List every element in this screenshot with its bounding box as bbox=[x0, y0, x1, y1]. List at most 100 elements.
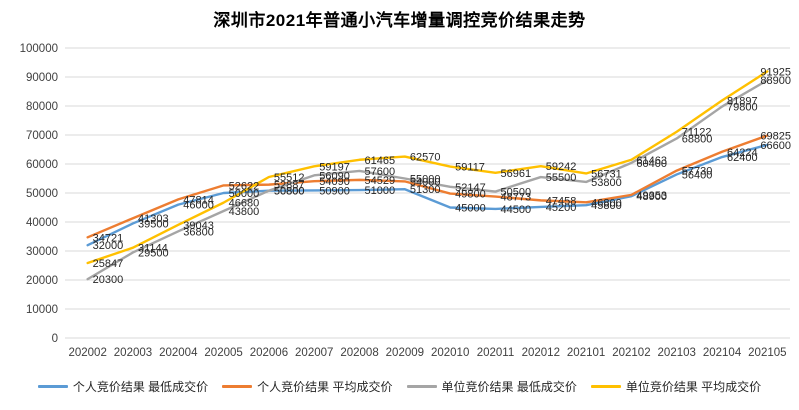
data-label: 54090 bbox=[319, 176, 350, 188]
data-label: 88900 bbox=[760, 75, 791, 87]
data-label: 56400 bbox=[682, 169, 713, 181]
y-axis-tick-label: 20000 bbox=[26, 275, 58, 287]
data-label: 49353 bbox=[636, 190, 667, 202]
x-axis-tick-label: 202102 bbox=[612, 347, 650, 359]
y-axis-tick-label: 10000 bbox=[26, 304, 58, 316]
x-axis-tick-label: 202103 bbox=[658, 347, 696, 359]
data-label: 51000 bbox=[365, 185, 396, 197]
data-label: 51300 bbox=[410, 184, 441, 196]
legend-line-swatch bbox=[406, 385, 437, 388]
y-axis-tick-label: 70000 bbox=[26, 130, 58, 142]
series-line bbox=[86, 134, 769, 239]
series-line bbox=[86, 78, 769, 281]
chart-title: 深圳市2021年普通小汽车增量调控竞价结果走势 bbox=[213, 11, 586, 30]
data-label: 45800 bbox=[591, 200, 622, 212]
y-axis-tick-label: 80000 bbox=[26, 101, 58, 113]
data-label: 54000 bbox=[410, 176, 441, 188]
y-axis-tick-label: 40000 bbox=[26, 217, 58, 229]
data-label: 53800 bbox=[591, 177, 622, 189]
data-label: 39043 bbox=[183, 220, 214, 232]
data-label: 79800 bbox=[727, 102, 758, 114]
data-label: 68800 bbox=[682, 133, 713, 145]
x-axis-tick-label: 202104 bbox=[703, 347, 742, 359]
data-label: 57600 bbox=[365, 166, 396, 178]
x-axis-tick-label: 202009 bbox=[386, 347, 424, 359]
data-label: 49800 bbox=[455, 189, 486, 201]
data-label: 69825 bbox=[760, 131, 791, 143]
data-label: 45200 bbox=[546, 202, 577, 214]
data-label: 41303 bbox=[138, 213, 169, 225]
data-label: 60400 bbox=[636, 158, 667, 170]
data-label: 50900 bbox=[319, 185, 350, 197]
data-label: 48773 bbox=[500, 192, 531, 204]
legend-line-swatch bbox=[590, 385, 621, 388]
data-label: 45000 bbox=[455, 203, 486, 215]
data-label: 50800 bbox=[274, 186, 305, 198]
x-axis-tick-label: 202007 bbox=[295, 347, 333, 359]
data-label: 47458 bbox=[546, 195, 577, 207]
data-label: 50000 bbox=[229, 188, 260, 200]
data-label: 48900 bbox=[636, 191, 667, 203]
x-axis-tick-label: 202003 bbox=[114, 347, 152, 359]
data-label: 81897 bbox=[727, 95, 758, 107]
data-label: 64224 bbox=[727, 147, 758, 159]
legend-label: 单位竞价结果 最低成交价 bbox=[441, 380, 577, 394]
x-axis-tick-label: 202010 bbox=[431, 347, 469, 359]
x-axis-tick-label: 202004 bbox=[159, 347, 198, 359]
data-label: 56961 bbox=[500, 168, 531, 180]
data-label: 34721 bbox=[93, 232, 124, 244]
data-label: 55000 bbox=[410, 174, 441, 186]
legend-item-3: 单位竞价结果 平均成交价 bbox=[590, 378, 762, 395]
data-label: 59117 bbox=[455, 162, 485, 174]
data-label: 91925 bbox=[760, 66, 791, 78]
y-axis-tick-label: 90000 bbox=[26, 72, 58, 84]
series-line bbox=[86, 70, 769, 265]
data-label: 61465 bbox=[365, 155, 396, 167]
data-label: 55500 bbox=[546, 172, 577, 184]
data-label: 52622 bbox=[229, 180, 260, 192]
data-label: 20300 bbox=[93, 274, 124, 286]
data-label: 66600 bbox=[760, 140, 791, 152]
data-label: 36800 bbox=[183, 226, 214, 238]
legend-item-0: 个人竞价结果 最低成交价 bbox=[37, 378, 209, 395]
y-axis-tick-label: 0 bbox=[52, 333, 58, 345]
data-label: 46000 bbox=[183, 200, 214, 212]
data-label: 25847 bbox=[93, 258, 124, 270]
data-label: 62400 bbox=[727, 152, 758, 164]
y-axis-tick-label: 100000 bbox=[20, 43, 58, 55]
x-axis-tick-label: 202002 bbox=[68, 347, 106, 359]
data-label: 31144 bbox=[138, 243, 168, 255]
data-label: 56731 bbox=[591, 168, 622, 180]
legend-item-2: 单位竞价结果 最低成交价 bbox=[406, 378, 577, 395]
legend-item-1: 个人竞价结果 平均成交价 bbox=[222, 378, 393, 395]
legend-label: 单位竞价结果 平均成交价 bbox=[625, 380, 762, 394]
data-label: 59242 bbox=[546, 161, 577, 173]
data-label: 50500 bbox=[500, 187, 531, 199]
y-axis-tick-label: 60000 bbox=[26, 159, 58, 171]
data-label: 46680 bbox=[229, 198, 260, 210]
x-axis-tick-label: 202008 bbox=[340, 347, 378, 359]
data-label: 43800 bbox=[229, 206, 260, 218]
series-line bbox=[86, 143, 769, 247]
data-label: 59197 bbox=[319, 161, 350, 173]
legend-label: 个人竞价结果 最低成交价 bbox=[72, 380, 209, 394]
data-label: 52147 bbox=[455, 182, 486, 194]
data-label: 62570 bbox=[410, 152, 441, 164]
data-label: 61463 bbox=[636, 155, 667, 167]
x-axis-tick-label: 202006 bbox=[250, 347, 288, 359]
data-label: 44500 bbox=[500, 204, 531, 216]
y-axis-tick-label: 50000 bbox=[26, 188, 58, 200]
x-axis-tick-label: 202101 bbox=[567, 347, 605, 359]
data-label: 46800 bbox=[591, 197, 622, 209]
x-axis-tick-label: 202105 bbox=[748, 347, 786, 359]
data-label: 57730 bbox=[682, 166, 713, 178]
data-label: 29500 bbox=[138, 247, 169, 259]
data-label: 55512 bbox=[274, 172, 305, 184]
data-label: 52887 bbox=[274, 180, 305, 192]
chart-legend: 个人竞价结果 最低成交价 个人竞价结果 平均成交价 单位竞价结果 最低成交价 单位竞价… bbox=[0, 378, 799, 395]
legend-line-swatch bbox=[37, 385, 68, 388]
data-label: 71122 bbox=[682, 127, 712, 139]
data-label: 54529 bbox=[365, 175, 396, 187]
x-axis-tick-label: 202005 bbox=[204, 347, 242, 359]
